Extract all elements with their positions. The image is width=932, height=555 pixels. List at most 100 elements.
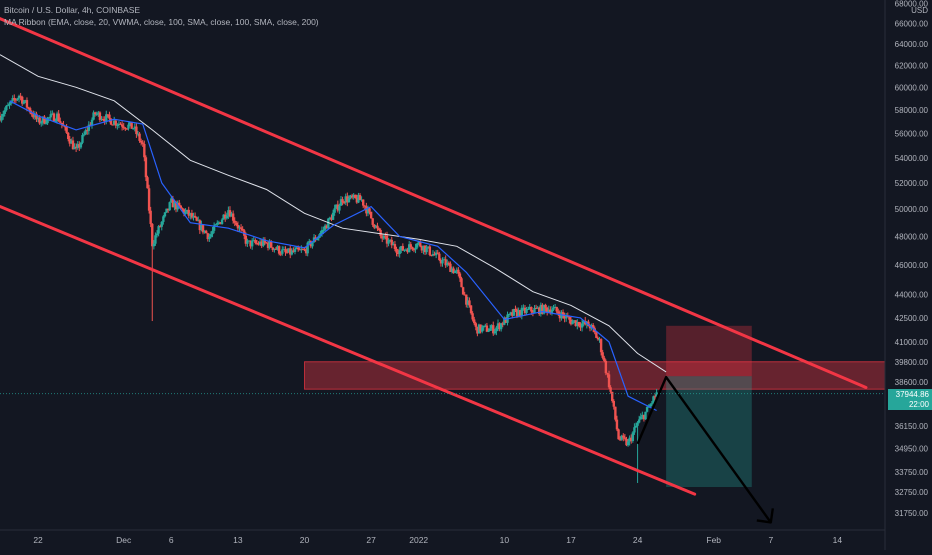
last-price-badge: 37944.86 22:00 [888,389,932,410]
candle-body-36 [55,113,59,121]
candle-body-23 [35,113,38,120]
candle-body-295 [466,300,470,305]
candle-body-143 [225,215,229,219]
candle-body-246 [388,239,392,241]
candle-body-66 [103,119,106,122]
candle-body-197 [311,242,314,247]
candle-body-363 [574,320,577,326]
candle-body-335 [530,307,533,312]
candle-body-243 [384,235,387,237]
y-tick-label-11: 46000.00 [895,261,929,270]
candles-group [0,92,658,483]
candle-body-108 [170,198,173,203]
candle-body-284 [449,263,452,272]
candle-body-42 [65,126,68,133]
candle-body-9 [13,98,16,100]
candle-body-297 [469,305,473,314]
candle-body-207 [327,218,330,229]
candle-body-48 [74,146,78,149]
y-tick-label-21: 31750.00 [895,509,929,518]
candle-body-304 [480,327,484,332]
candle-body-409 [647,406,650,408]
candle-body-381 [603,357,606,361]
candle-body-186 [293,249,297,252]
candle-body-220 [347,197,351,203]
candle-body-324 [512,308,516,316]
candle-body-337 [533,308,536,313]
candle-body-33 [51,113,54,115]
candle-body-287 [453,270,457,274]
candle-body-311 [492,325,495,334]
candle-body-14 [21,96,24,104]
candle-body-215 [339,199,343,206]
candle-body-261 [412,249,416,251]
candle-body-163 [257,243,260,245]
candle-body-254 [401,246,405,251]
candle-body-351 [555,306,558,312]
indicator-label: MA Ribbon (EMA, close, 20, VWMA, close, … [4,17,319,27]
candle-body-139 [219,222,222,225]
candle-body-146 [230,213,233,217]
candle-body-46 [71,140,75,150]
x-tick-label-6: 2022 [409,535,428,545]
y-tick-label-5: 58000.00 [895,106,929,115]
y-tick-label-18: 34950.00 [895,445,929,454]
candle-body-136 [214,224,217,226]
candle-body-32 [49,114,52,118]
candle-body-321 [507,313,511,315]
candle-body-151 [238,227,241,229]
candle-body-31 [47,117,51,119]
candle-body-219 [346,196,349,203]
candle-body-152 [239,227,243,229]
candle-body-355 [561,312,565,316]
candle-body-170 [268,241,271,248]
candle-body-189 [298,249,301,251]
candle-body-333 [526,308,530,310]
candle-body-411 [650,403,654,405]
candle-body-378 [598,339,601,341]
candle-body-107 [168,202,171,211]
candle-body-20 [30,112,33,115]
candle-body-238 [376,225,379,229]
candle-body-8 [11,98,14,101]
candle-body-222 [350,195,354,198]
candle-body-72 [112,120,116,125]
candle-body-357 [565,315,568,319]
candle-body-182 [287,248,290,253]
candle-body-213 [336,204,340,211]
candle-body-190 [300,249,303,251]
candle-body-41 [63,126,67,128]
y-tick-label-17: 36150.00 [895,422,929,431]
ema-20-line [9,100,657,412]
x-tick-label-11: 7 [768,535,773,545]
candle-body-248 [392,244,395,246]
candle-body-155 [244,235,248,244]
candle-body-402 [636,422,639,426]
candle-body-177 [279,253,282,255]
candle-body-173 [273,248,276,251]
candle-body-83 [130,121,133,129]
candle-body-29 [44,123,48,125]
y-tick-label-12: 44000.00 [895,291,929,300]
candle-body-276 [436,252,439,254]
candle-body-314 [496,323,500,328]
candle-body-306 [484,325,487,327]
candle-body-162 [255,242,259,244]
candle-body-388 [614,406,617,420]
candle-body-195 [308,241,311,243]
candle-body-63 [98,112,102,120]
y-tick-label-15: 39800.00 [895,358,929,367]
candle-body-44 [68,139,71,144]
candle-body-225 [355,197,359,203]
y-tick-label-2: 64000.00 [895,40,929,49]
candle-body-144 [227,210,230,216]
y-tick-label-13: 42500.00 [895,314,929,323]
candle-body-210 [331,212,335,220]
candle-body-237 [374,225,378,228]
candle-body-79 [124,127,127,129]
candle-body-303 [479,324,482,332]
candle-body-412 [652,396,655,404]
candle-body-358 [566,315,569,318]
